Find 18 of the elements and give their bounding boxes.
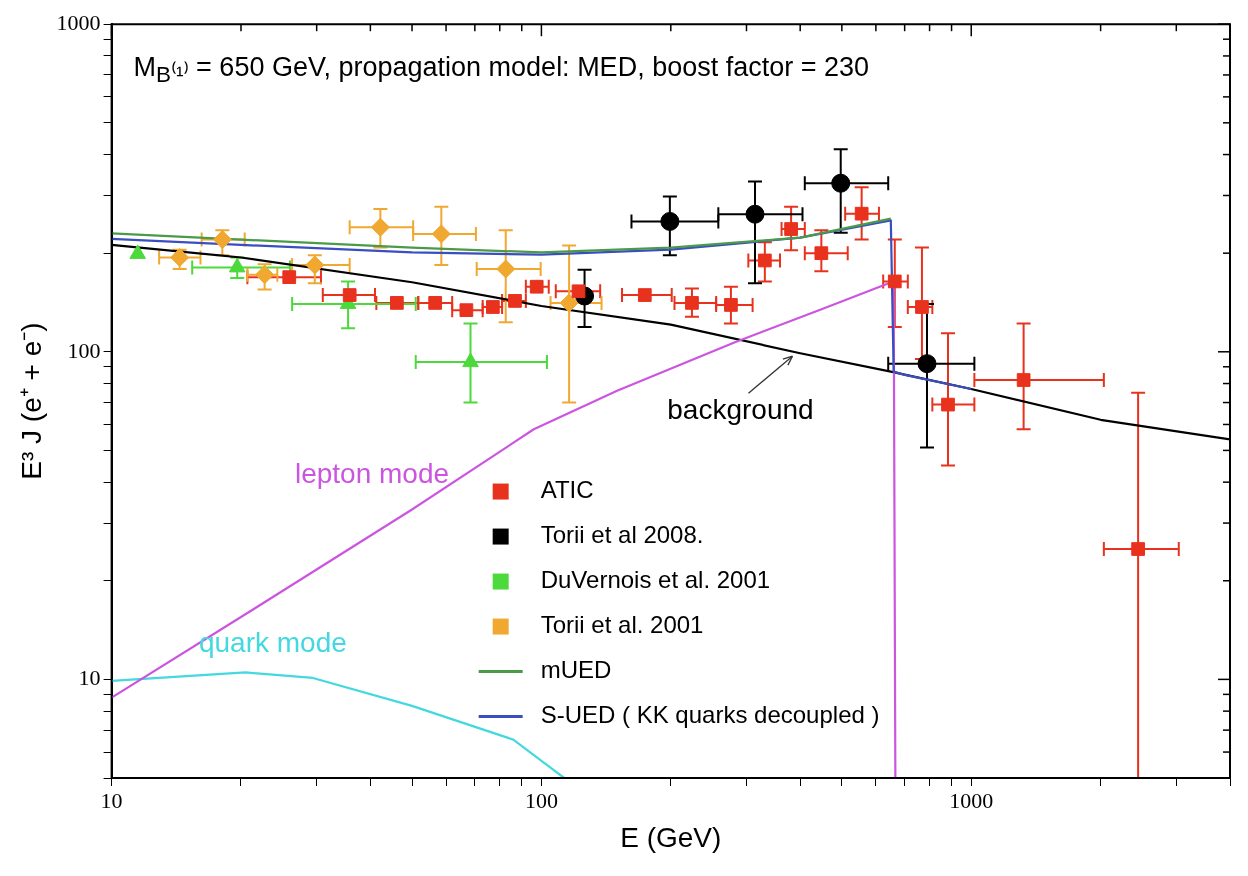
legend-label: Torii et al 2008.	[540, 521, 704, 549]
legend-label: mUED	[540, 656, 612, 684]
y-axis-title: E³ J (e⁺ + e⁻)	[15, 322, 47, 480]
x-axis-title: E (GeV)	[620, 821, 722, 853]
legend-label: ATIC	[540, 476, 594, 504]
legend-label: DuVernois et al. 2001	[540, 566, 771, 594]
y-tick-label: 10	[78, 665, 101, 691]
y-tick-label: 100	[67, 337, 101, 363]
y-tick-label: 1000	[56, 9, 101, 35]
x-tick-label: 10	[100, 787, 123, 813]
annotation: background	[667, 393, 814, 425]
annotation: lepton mode	[294, 458, 450, 490]
x-tick-label: 1000	[949, 787, 994, 813]
legend-label: Torii et al. 2001	[540, 611, 704, 639]
annotation: quark mode	[198, 626, 347, 658]
legend-label: S-UED ( KK quarks decoupled )	[540, 701, 880, 729]
text: M$_{B⁽¹⁾}$ = 650 GeV, propagation model: MED, boost factor = 230	[133, 52, 870, 90]
x-tick-label: 100	[524, 787, 558, 813]
